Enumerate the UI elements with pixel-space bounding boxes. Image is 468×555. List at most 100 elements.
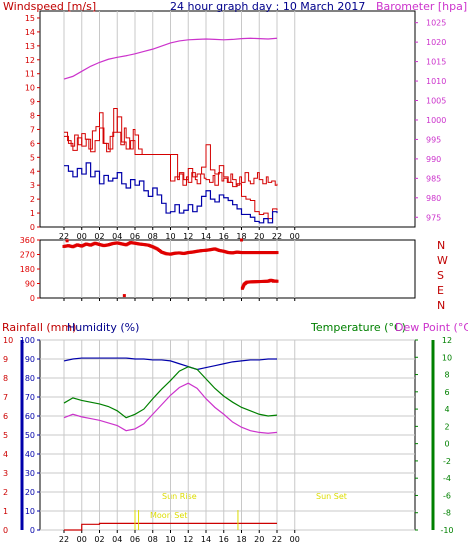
direction-point bbox=[275, 251, 279, 255]
temperature-y-tick-label: 12 bbox=[442, 336, 452, 345]
rainfall-y-tick-label: 0 bbox=[3, 526, 8, 535]
rainfall-y-tick-label: 10 bbox=[3, 336, 13, 345]
baro-y-tick-label: 980 bbox=[426, 194, 441, 203]
humidity-y-tick-label: 50 bbox=[25, 431, 35, 440]
temperature-series bbox=[63, 366, 278, 419]
temperature-y-tick-label: 6 bbox=[444, 388, 449, 397]
climate-x-tick-label: 06 bbox=[130, 535, 140, 544]
climate-x-tick-label: 14 bbox=[201, 535, 211, 544]
climate-x-tick-label: 08 bbox=[148, 535, 158, 544]
climate-x-tick-label: 20 bbox=[254, 535, 264, 544]
wind-x-tick-label: 00 bbox=[290, 232, 300, 241]
wind-y-tick-label: 11 bbox=[25, 70, 35, 79]
temperature-y-tick-label: 4 bbox=[444, 405, 449, 414]
climate-x-tick-label: 02 bbox=[94, 535, 104, 544]
compass-label-n-bottom: N bbox=[437, 299, 445, 312]
humidity-y-tick-label: 80 bbox=[25, 374, 35, 383]
wind-x-tick-label: 22 bbox=[59, 232, 69, 241]
baro-y-tick-label: 1015 bbox=[426, 58, 446, 67]
wind-x-tick-label: 04 bbox=[112, 232, 122, 241]
wind-x-tick-label: 18 bbox=[236, 232, 246, 241]
humidity-y-tick-label: 90 bbox=[25, 355, 35, 364]
baro-y-tick-label: 995 bbox=[426, 135, 441, 144]
humidity-y-tick-label: 10 bbox=[25, 507, 35, 516]
direction-point bbox=[275, 279, 279, 283]
climate-x-tick-label: 18 bbox=[236, 535, 246, 544]
wind-x-tick-label: 02 bbox=[94, 232, 104, 241]
humidity-axis-label: Humidity (%) bbox=[67, 321, 139, 334]
compass-label-n-top: N bbox=[437, 239, 445, 252]
direction-point bbox=[240, 238, 243, 242]
climate-x-tick-label: 16 bbox=[219, 535, 229, 544]
rainfall-y-tick-label: 2 bbox=[3, 488, 8, 497]
temperature-axis-label: Temperature (°C) bbox=[310, 321, 406, 334]
direction-plot-frame bbox=[39, 239, 416, 299]
wind-x-tick-label: 06 bbox=[130, 232, 140, 241]
rainfall-axis-label: Rainfall (mm) bbox=[2, 321, 76, 334]
windspeed-axis-label: Windspeed [m/s] bbox=[3, 0, 96, 13]
rainfall-series bbox=[64, 522, 277, 531]
chart-title: 24 hour graph day : 10 March 2017 bbox=[170, 0, 365, 13]
baro-y-tick-label: 985 bbox=[426, 174, 441, 183]
sun-rise-label: Sun Rise bbox=[162, 492, 197, 501]
temperature-y-tick-label: 8 bbox=[444, 371, 449, 380]
barometer-series bbox=[63, 37, 278, 80]
rainfall-y-tick-label: 7 bbox=[3, 393, 8, 402]
wind-y-tick-label: 12 bbox=[25, 56, 35, 65]
climate-x-tick-label: 22 bbox=[59, 535, 69, 544]
wind-y-tick-label: 9 bbox=[30, 98, 35, 107]
wind-y-tick-label: 0 bbox=[30, 223, 35, 232]
wind-y-tick-label: 10 bbox=[25, 84, 35, 93]
sun-set-label: Sun Set bbox=[316, 492, 347, 501]
wind-y-tick-label: 15 bbox=[25, 14, 35, 23]
temperature-y-tick-label: 2 bbox=[444, 422, 449, 431]
wind-y-tick-label: 6 bbox=[30, 139, 35, 148]
wind-x-tick-label: 20 bbox=[254, 232, 264, 241]
wind-x-tick-label: 08 bbox=[148, 232, 158, 241]
climate-x-tick-label: 22 bbox=[272, 535, 282, 544]
climate-x-tick-label: 12 bbox=[183, 535, 193, 544]
wind-x-tick-label: 10 bbox=[165, 232, 175, 241]
wind-speed-series bbox=[64, 116, 278, 220]
rainfall-y-tick-label: 1 bbox=[3, 507, 8, 516]
wind-average-series bbox=[64, 162, 278, 224]
rainfall-y-tick-label: 4 bbox=[3, 450, 8, 459]
compass-label-s: S bbox=[437, 269, 444, 282]
temperature-y-tick-label: 10 bbox=[442, 353, 452, 362]
humidity-y-tick-label: 60 bbox=[25, 412, 35, 421]
wind-y-tick-label: 8 bbox=[30, 112, 35, 121]
direction-point bbox=[65, 239, 69, 243]
humidity-y-tick-label: 100 bbox=[20, 336, 35, 345]
rainfall-y-tick-label: 9 bbox=[3, 355, 8, 364]
humidity-y-tick-label: 20 bbox=[25, 488, 35, 497]
wind-y-tick-label: 4 bbox=[30, 167, 35, 176]
moon-set-label: Moon Set bbox=[150, 511, 187, 520]
temperature-y-tick-label: -4 bbox=[443, 474, 451, 483]
direction-point bbox=[122, 294, 126, 298]
humidity-y-tick-label: 70 bbox=[25, 393, 35, 402]
direction-y-tick-label: 0 bbox=[30, 294, 35, 303]
baro-y-tick-label: 1025 bbox=[426, 19, 446, 28]
wind-y-tick-label: 14 bbox=[25, 28, 35, 37]
humidity-y-tick-label: 40 bbox=[25, 450, 35, 459]
temperature-y-tick-label: -10 bbox=[440, 526, 453, 535]
wind-x-tick-label: 22 bbox=[272, 232, 282, 241]
humidity-y-tick-label: 30 bbox=[25, 469, 35, 478]
wind-y-tick-label: 1 bbox=[30, 209, 35, 218]
wind-y-tick-label: 13 bbox=[25, 42, 35, 51]
temperature-y-tick-label: -8 bbox=[443, 509, 451, 518]
dewpoint-series bbox=[63, 382, 278, 434]
humidity-series bbox=[63, 357, 277, 371]
barometer-axis-label: Barometer [hpa] bbox=[376, 0, 467, 13]
wind-x-tick-label: 16 bbox=[219, 232, 229, 241]
temperature-y-tick-label: -6 bbox=[443, 491, 451, 500]
baro-y-tick-label: 1000 bbox=[426, 116, 446, 125]
rainfall-y-tick-label: 3 bbox=[3, 469, 8, 478]
baro-y-tick-label: 975 bbox=[426, 213, 441, 222]
rainfall-y-tick-label: 6 bbox=[3, 412, 8, 421]
temperature-y-tick-label: 0 bbox=[444, 440, 449, 449]
direction-y-tick-label: 270 bbox=[20, 251, 35, 260]
direction-y-tick-label: 360 bbox=[20, 236, 35, 245]
